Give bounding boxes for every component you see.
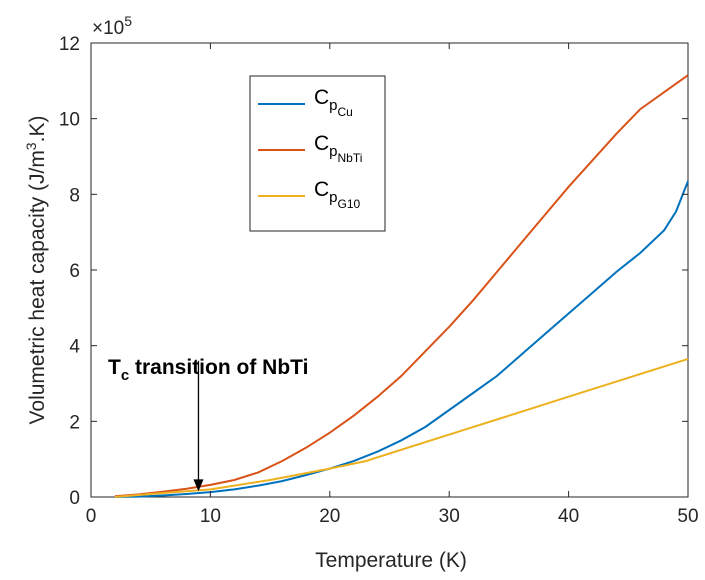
y-tick-label: 12: [59, 34, 80, 55]
y-tick-label: 10: [59, 110, 80, 131]
x-tick-label: 30: [439, 506, 460, 527]
y-axis-multiplier: ×105: [92, 13, 132, 39]
annotation-label: Tc transition of NbTi: [108, 356, 308, 384]
annotation-arrow-head: [193, 479, 204, 492]
plot-frame: [90, 42, 689, 498]
plot-area: [90, 42, 689, 498]
x-tick-label: 20: [319, 506, 340, 527]
tc-annotation: Tc transition of NbTi: [108, 356, 308, 492]
y-tick-label: 6: [69, 261, 80, 282]
series-layer: [114, 74, 689, 498]
series-line-g10: [114, 357, 689, 498]
x-axis-title: Temperature (K): [315, 549, 467, 572]
x-tick-label: 40: [558, 506, 579, 527]
legend: CpCu CpNbTi CpG10: [249, 75, 386, 232]
y-tick-label: 2: [69, 412, 80, 433]
y-axis-title: Volumetric heat capacity (J/m3.K): [23, 116, 49, 425]
ticks-layer: 0 10 20 30 40 50 0 2 4 6 8 10 12: [59, 34, 699, 527]
y-tick-label: 8: [69, 185, 80, 206]
legend-label-nbti: CpNbTi: [314, 132, 362, 165]
x-tick-label: 0: [86, 506, 97, 527]
y-tick-label: 0: [69, 488, 80, 509]
y-tick-label: 4: [69, 337, 80, 358]
series-line-cu: [114, 180, 689, 498]
x-tick-label: 10: [200, 506, 221, 527]
legend-label-g10: CpG10: [314, 178, 361, 211]
legend-box: [249, 75, 386, 232]
legend-label-cu: CpCu: [314, 86, 353, 119]
series-line-nbti: [114, 74, 689, 498]
x-tick-label: 50: [677, 506, 698, 527]
